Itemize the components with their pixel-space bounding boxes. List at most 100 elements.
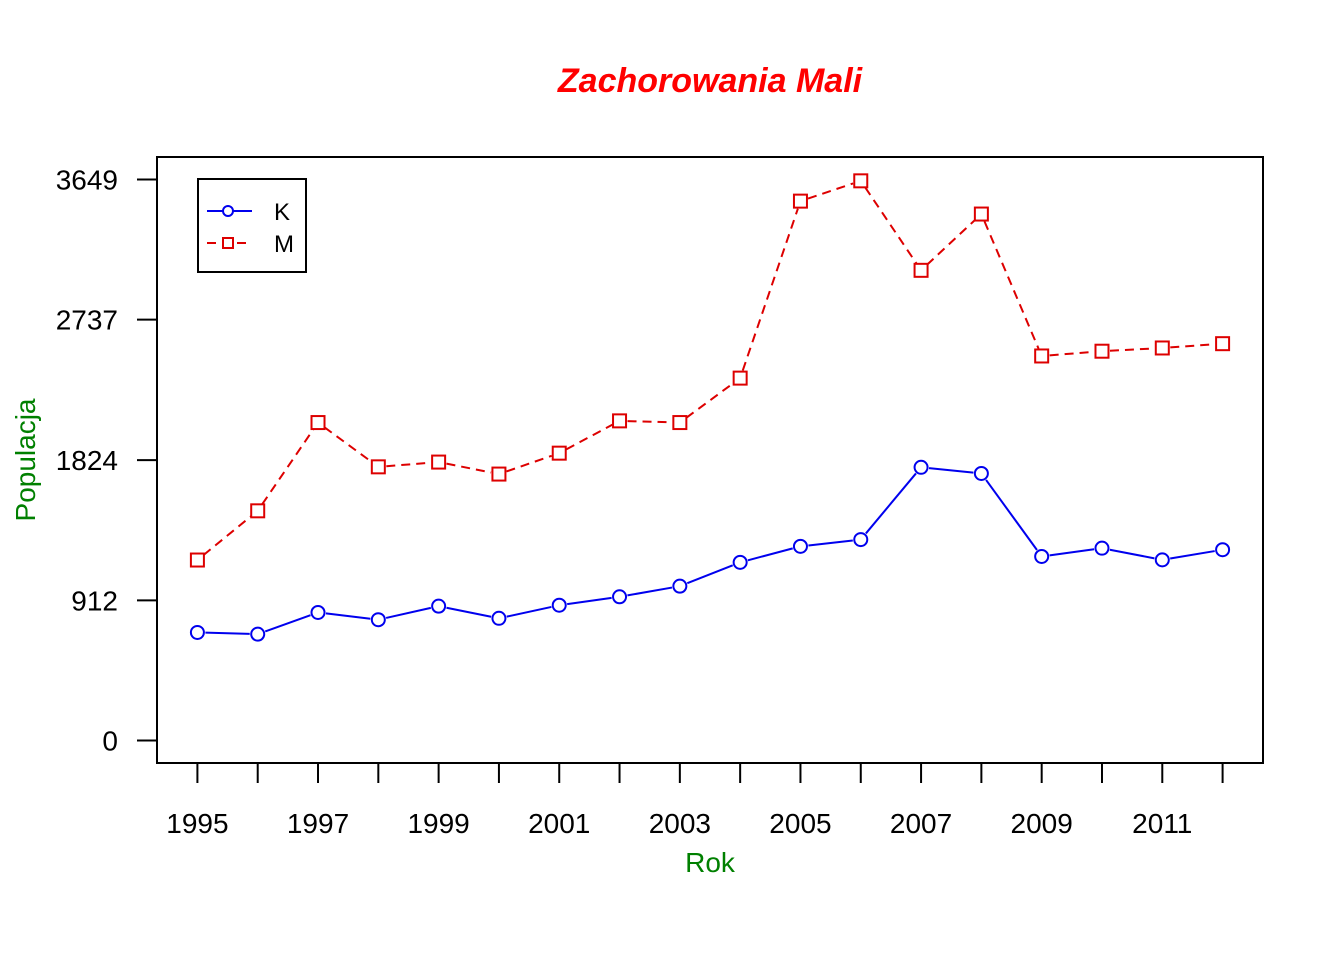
series-K-point xyxy=(1094,540,1110,556)
legend-marker-M xyxy=(222,237,234,249)
series-M-segment xyxy=(983,221,1040,350)
legend-entries: KM xyxy=(207,199,294,258)
series-M-segment xyxy=(506,454,553,473)
series-K-point xyxy=(431,598,447,614)
series-K-point xyxy=(672,578,688,594)
x-tick-label: 1995 xyxy=(166,808,228,839)
x-tick-label: 2009 xyxy=(1011,808,1073,839)
series-K-segment xyxy=(1049,548,1095,557)
series-M-point xyxy=(310,415,326,431)
series-K-segment xyxy=(686,564,734,585)
series-M-point xyxy=(913,262,929,278)
y-tick-label: 2737 xyxy=(56,305,118,336)
series-M-point xyxy=(1215,336,1231,352)
series-K-point xyxy=(792,538,808,554)
series-K-segment xyxy=(985,479,1038,551)
series-M-segment xyxy=(1049,350,1095,357)
series-M-point xyxy=(189,552,205,568)
series-layer xyxy=(189,173,1231,642)
series-M-segment xyxy=(864,186,918,265)
series-M-point xyxy=(732,370,748,386)
series-M-segment xyxy=(627,420,672,424)
legend-label-K: K xyxy=(274,199,290,226)
series-K-segment xyxy=(264,614,311,633)
series-M-segment xyxy=(926,218,977,266)
series-M-point xyxy=(491,466,507,482)
chart-title: Zachorowania Mali xyxy=(557,62,864,100)
series-K-point xyxy=(853,532,869,548)
legend-marker-K xyxy=(222,205,234,217)
series-K xyxy=(189,459,1231,642)
series-K-point xyxy=(612,589,628,605)
series-K-segment xyxy=(446,606,492,618)
series-M-segment xyxy=(807,182,854,200)
series-K-segment xyxy=(1109,548,1155,560)
series-M-point xyxy=(1034,348,1050,364)
series-M-segment xyxy=(741,208,799,371)
y-tick-label: 912 xyxy=(71,585,118,616)
series-M-point xyxy=(551,445,567,461)
x-tick-label: 2011 xyxy=(1132,808,1192,839)
legend-label-M: M xyxy=(274,231,294,258)
series-K-segment xyxy=(627,586,673,597)
series-M-point xyxy=(1154,340,1170,356)
series-M-segment xyxy=(261,428,315,505)
series-M-point xyxy=(250,503,266,519)
y-tick-label: 0 xyxy=(102,726,118,757)
series-K-segment xyxy=(385,606,432,619)
legend-box xyxy=(197,178,307,273)
series-K-point xyxy=(551,597,567,613)
series-K-point xyxy=(250,626,266,642)
series-K-segment xyxy=(325,612,371,620)
series-M-segment xyxy=(446,462,492,474)
series-M-segment xyxy=(685,382,735,419)
series-M-point xyxy=(431,454,447,470)
series-K-point xyxy=(189,624,205,640)
series-K-point xyxy=(1154,552,1170,568)
series-K-point xyxy=(913,459,929,475)
series-K-point xyxy=(491,610,507,626)
series-K-point xyxy=(1034,548,1050,564)
series-K-segment xyxy=(747,547,793,562)
x-tick-label: 2007 xyxy=(890,808,952,839)
series-K-segment xyxy=(567,596,612,606)
series-K-segment xyxy=(865,472,917,535)
x-tick-label: 2005 xyxy=(769,808,831,839)
series-K-point xyxy=(973,465,989,481)
series-K-point xyxy=(310,604,326,620)
series-M-segment xyxy=(202,515,253,556)
series-M-point xyxy=(853,173,869,189)
series-K-point xyxy=(370,612,386,628)
series-M-segment xyxy=(565,423,613,451)
series-K-segment xyxy=(808,539,853,547)
x-tick-label: 1997 xyxy=(287,808,349,839)
series-M-segment xyxy=(1109,347,1155,352)
series-M-segment xyxy=(1170,343,1215,349)
series-M-segment xyxy=(323,426,373,463)
series-K-segment xyxy=(205,631,250,635)
y-axis: 0 912 1824 2737 3649 xyxy=(56,164,158,757)
series-K-segment xyxy=(928,467,974,474)
series-M-segment xyxy=(386,461,431,468)
y-tick-label: 3649 xyxy=(56,164,118,195)
y-axis-label: Populacja xyxy=(10,398,41,521)
series-M-point xyxy=(792,193,808,209)
legend: KM xyxy=(197,178,307,273)
series-M-point xyxy=(973,206,989,222)
series-M-point xyxy=(612,413,628,429)
y-tick-label: 1824 xyxy=(56,445,118,476)
x-axis: 1995 1997 1999 2001 2003 2005 2007 2009 2011 xyxy=(166,762,1224,839)
series-K-segment xyxy=(1170,550,1215,560)
series-M-point xyxy=(370,459,386,475)
series-M-point xyxy=(672,415,688,431)
x-tick-label: 2001 xyxy=(528,808,590,839)
x-tick-label: 2003 xyxy=(649,808,711,839)
series-K-point xyxy=(1215,542,1231,558)
x-axis-label: Rok xyxy=(685,847,736,878)
series-K-segment xyxy=(506,605,552,618)
series-M xyxy=(189,173,1231,568)
series-K-point xyxy=(732,554,748,570)
x-tick-label: 1999 xyxy=(407,808,469,839)
